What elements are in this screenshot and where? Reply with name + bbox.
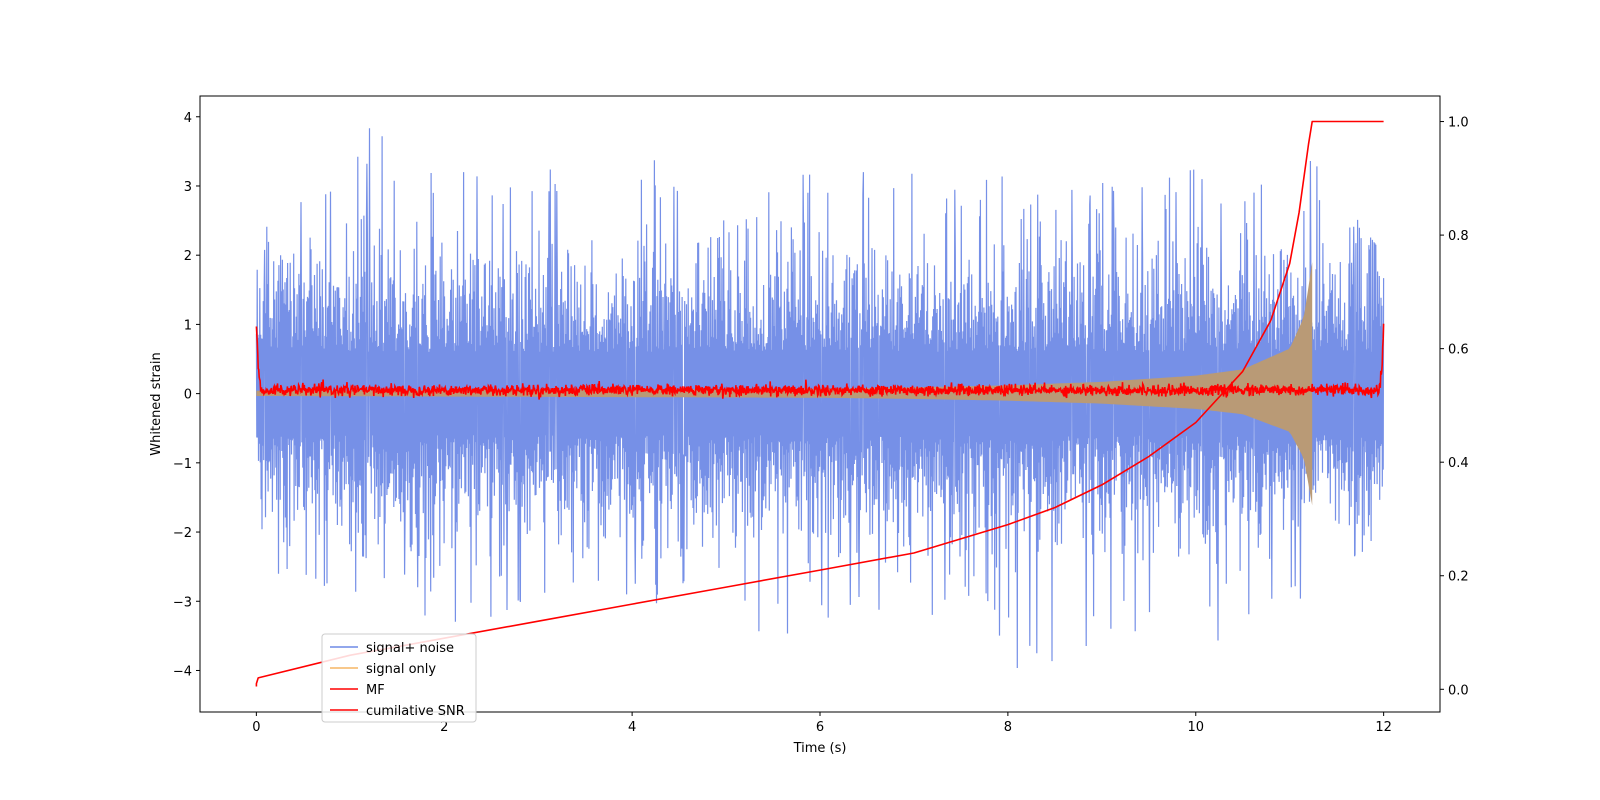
x-tick-label: 0 [252,720,260,735]
y-tick-label: 0 [184,388,192,403]
y-tick-label: −1 [173,457,192,472]
y-right-tick-label: 0.8 [1448,229,1469,244]
y-tick-label: −2 [173,526,192,541]
legend-entry-signal-only-label: signal only [366,662,436,677]
y-axis-label: Whitened strain [149,352,164,455]
x-tick-label: 10 [1187,720,1204,735]
y-tick-label: 2 [184,249,192,264]
y-axis-ticks: −4 −3 −2 −1 0 1 2 3 4 [173,111,200,679]
x-tick-label: 2 [440,720,448,735]
y-right-tick-label: 0.2 [1448,570,1469,585]
y-tick-label: 4 [184,111,192,126]
y-tick-label: 3 [184,180,192,195]
y-right-tick-label: 1.0 [1448,116,1469,131]
y-right-tick-label: 0.4 [1448,456,1469,471]
y-tick-label: 1 [184,318,192,333]
legend-entry-mf-label: MF [366,683,385,698]
y-right-tick-label: 0.6 [1448,343,1469,358]
x-tick-label: 12 [1375,720,1392,735]
legend-entry-signal-noise-label: signal+ noise [366,641,454,656]
x-tick-label: 8 [1004,720,1012,735]
x-tick-label: 6 [816,720,824,735]
legend-box [321,633,477,723]
legend-entry-cumulative-snr-label: cumilative SNR [366,704,465,719]
series-signal-noise-line [255,128,1385,669]
x-axis-label: Time (s) [793,741,847,756]
y-right-tick-label: 0.0 [1448,683,1469,698]
x-tick-label: 4 [628,720,636,735]
series-signal-only-area [256,262,1313,506]
series-mf-line [255,323,1385,400]
y-right-axis-ticks: 0.0 0.2 0.4 0.6 0.8 1.0 [1440,116,1469,698]
y-tick-label: −4 [173,664,192,679]
legend: signal+ noise signal only MF cumilative SNR [321,633,477,723]
y-tick-label: −3 [173,595,192,610]
x-axis-ticks: 0 2 4 6 8 10 12 [252,712,1392,735]
